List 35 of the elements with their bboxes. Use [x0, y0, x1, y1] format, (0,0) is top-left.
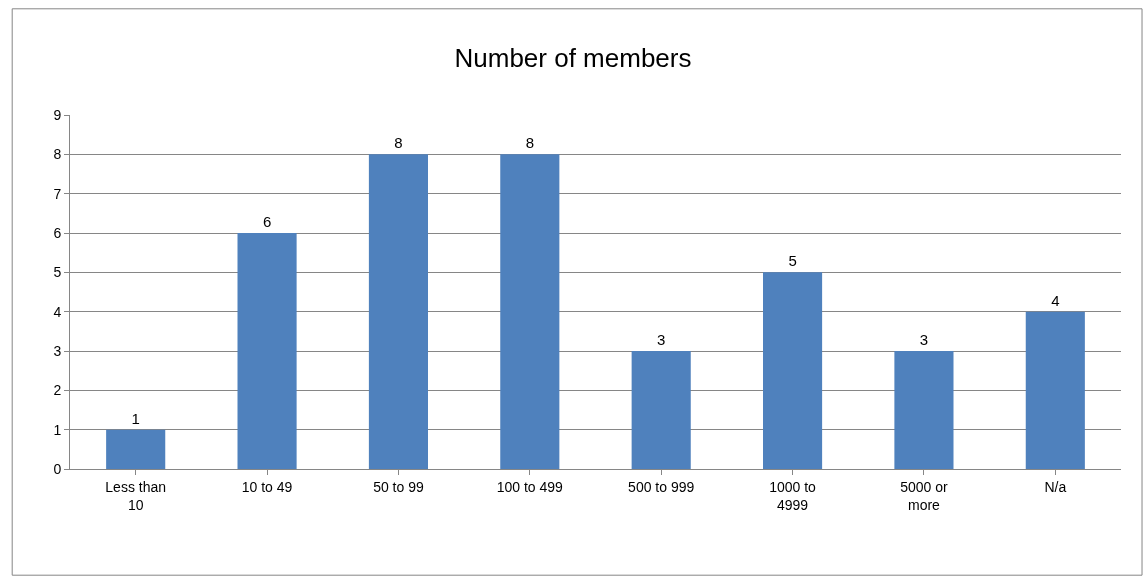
y-tick-label: 4: [53, 303, 62, 320]
y-tick-label: 7: [53, 185, 62, 202]
data-label: 8: [525, 134, 534, 152]
x-tick-label: 100 to 499: [496, 478, 564, 495]
bar: [237, 233, 297, 469]
data-label: 6: [262, 213, 272, 230]
data-label: 4: [1051, 291, 1060, 309]
y-tick-label: 1: [53, 421, 62, 438]
x-tick-label: 50 to 99: [373, 478, 424, 495]
data-label: 3: [657, 331, 666, 348]
x-tick-label: Less than 10: [105, 478, 167, 513]
y-tick-label: 9: [53, 106, 62, 123]
y-tick-label: 0: [53, 460, 62, 477]
bar: [894, 351, 954, 469]
bar: [106, 429, 166, 469]
y-tick-label: 5: [53, 264, 62, 281]
data-label: 3: [919, 331, 929, 348]
x-tick-label: 10 to 49: [241, 478, 293, 495]
y-tick-label: 8: [53, 146, 62, 163]
y-tick-label: 2: [53, 382, 62, 399]
y-tick-label: 6: [53, 224, 62, 241]
x-tick-label: N/a: [1044, 478, 1067, 495]
data-label: 1: [131, 409, 140, 427]
data-label: 5: [788, 252, 797, 270]
x-tick-label: 500 to 999: [628, 478, 695, 495]
bar: [500, 154, 560, 469]
x-tick-label: 1000 to 4999: [769, 478, 817, 513]
x-tick-label: 5000 or more: [900, 478, 949, 513]
bar: [763, 272, 823, 469]
bar: [1025, 311, 1085, 469]
bar: [631, 351, 691, 469]
chart-title: Number of members: [454, 43, 692, 73]
data-label: 8: [394, 134, 403, 152]
y-tick-label: 3: [53, 342, 62, 359]
bar: [368, 154, 428, 469]
